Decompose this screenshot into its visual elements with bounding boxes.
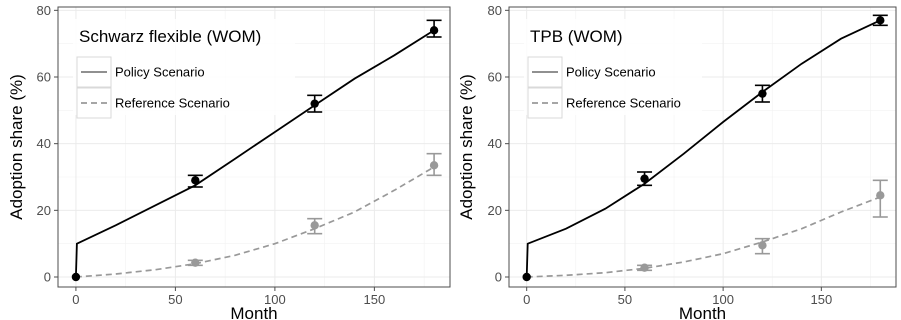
data-point-reference xyxy=(876,191,885,200)
chart-panel-2: 0 50 100 150 0 20 40 60 80 Month Adoption share (%… xyxy=(457,3,897,320)
y-tick-label: 60 xyxy=(488,70,502,85)
x-tick-label: 100 xyxy=(712,292,734,307)
x-tick-label: 50 xyxy=(618,292,632,307)
x-tick-label: 0 xyxy=(72,292,79,307)
y-tick-label: 80 xyxy=(488,3,502,18)
data-point-policy xyxy=(876,16,885,25)
panel-border xyxy=(57,6,451,288)
data-point-policy xyxy=(310,99,319,108)
legend-title: TPB (WOM) xyxy=(530,27,623,46)
y-tick-label: 0 xyxy=(495,270,502,285)
y-tick-label: 0 xyxy=(44,270,51,285)
legend-label-policy: Policy Scenario xyxy=(115,65,205,80)
x-tick-label: 50 xyxy=(168,292,182,307)
data-point-reference xyxy=(758,241,767,250)
data-point-policy xyxy=(71,272,81,282)
y-axis-title: Adoption share (%) xyxy=(7,74,26,220)
panel-border xyxy=(508,6,897,288)
series-line-policy xyxy=(525,19,881,278)
series-line-reference xyxy=(526,196,881,278)
series-line-reference xyxy=(75,166,435,278)
data-point-policy xyxy=(429,26,439,35)
y-tick-label: 40 xyxy=(488,136,502,151)
y-tick-label: 40 xyxy=(37,136,51,151)
data-point-reference xyxy=(310,221,319,230)
legend-label-reference: Reference Scenario xyxy=(115,96,230,111)
y-tick-label: 20 xyxy=(488,203,502,218)
series-line-policy xyxy=(75,29,435,278)
y-tick-label: 20 xyxy=(37,203,51,218)
data-point-reference xyxy=(191,258,200,267)
data-point-policy xyxy=(758,89,767,98)
x-tick-label: 150 xyxy=(364,292,386,307)
data-point-policy xyxy=(191,176,200,185)
x-tick-label: 100 xyxy=(264,292,286,307)
data-point-reference xyxy=(429,161,439,170)
y-axis-title: Adoption share (%) xyxy=(457,74,476,220)
data-point-policy xyxy=(640,174,649,183)
y-tick-label: 60 xyxy=(37,70,51,85)
data-point-reference xyxy=(640,263,649,272)
legend-label-reference: Reference Scenario xyxy=(566,96,681,111)
x-axis-title: Month xyxy=(230,304,277,320)
legend-title: Schwarz flexible (WOM) xyxy=(79,27,261,46)
x-tick-label: 0 xyxy=(523,292,530,307)
legend: Schwarz flexible (WOM) Policy Scenario Ref… xyxy=(73,19,295,119)
x-axis-title: Month xyxy=(679,304,726,320)
chart-panel-1: 0 50 100 150 0 20 40 60 80 Month Adoption share (%… xyxy=(7,3,451,320)
y-tick-label: 80 xyxy=(37,3,51,18)
data-point-policy xyxy=(522,272,531,282)
legend-label-policy: Policy Scenario xyxy=(566,65,656,80)
x-tick-label: 150 xyxy=(810,292,832,307)
legend: TPB (WOM) Policy Scenario Reference Scenar… xyxy=(524,19,702,119)
